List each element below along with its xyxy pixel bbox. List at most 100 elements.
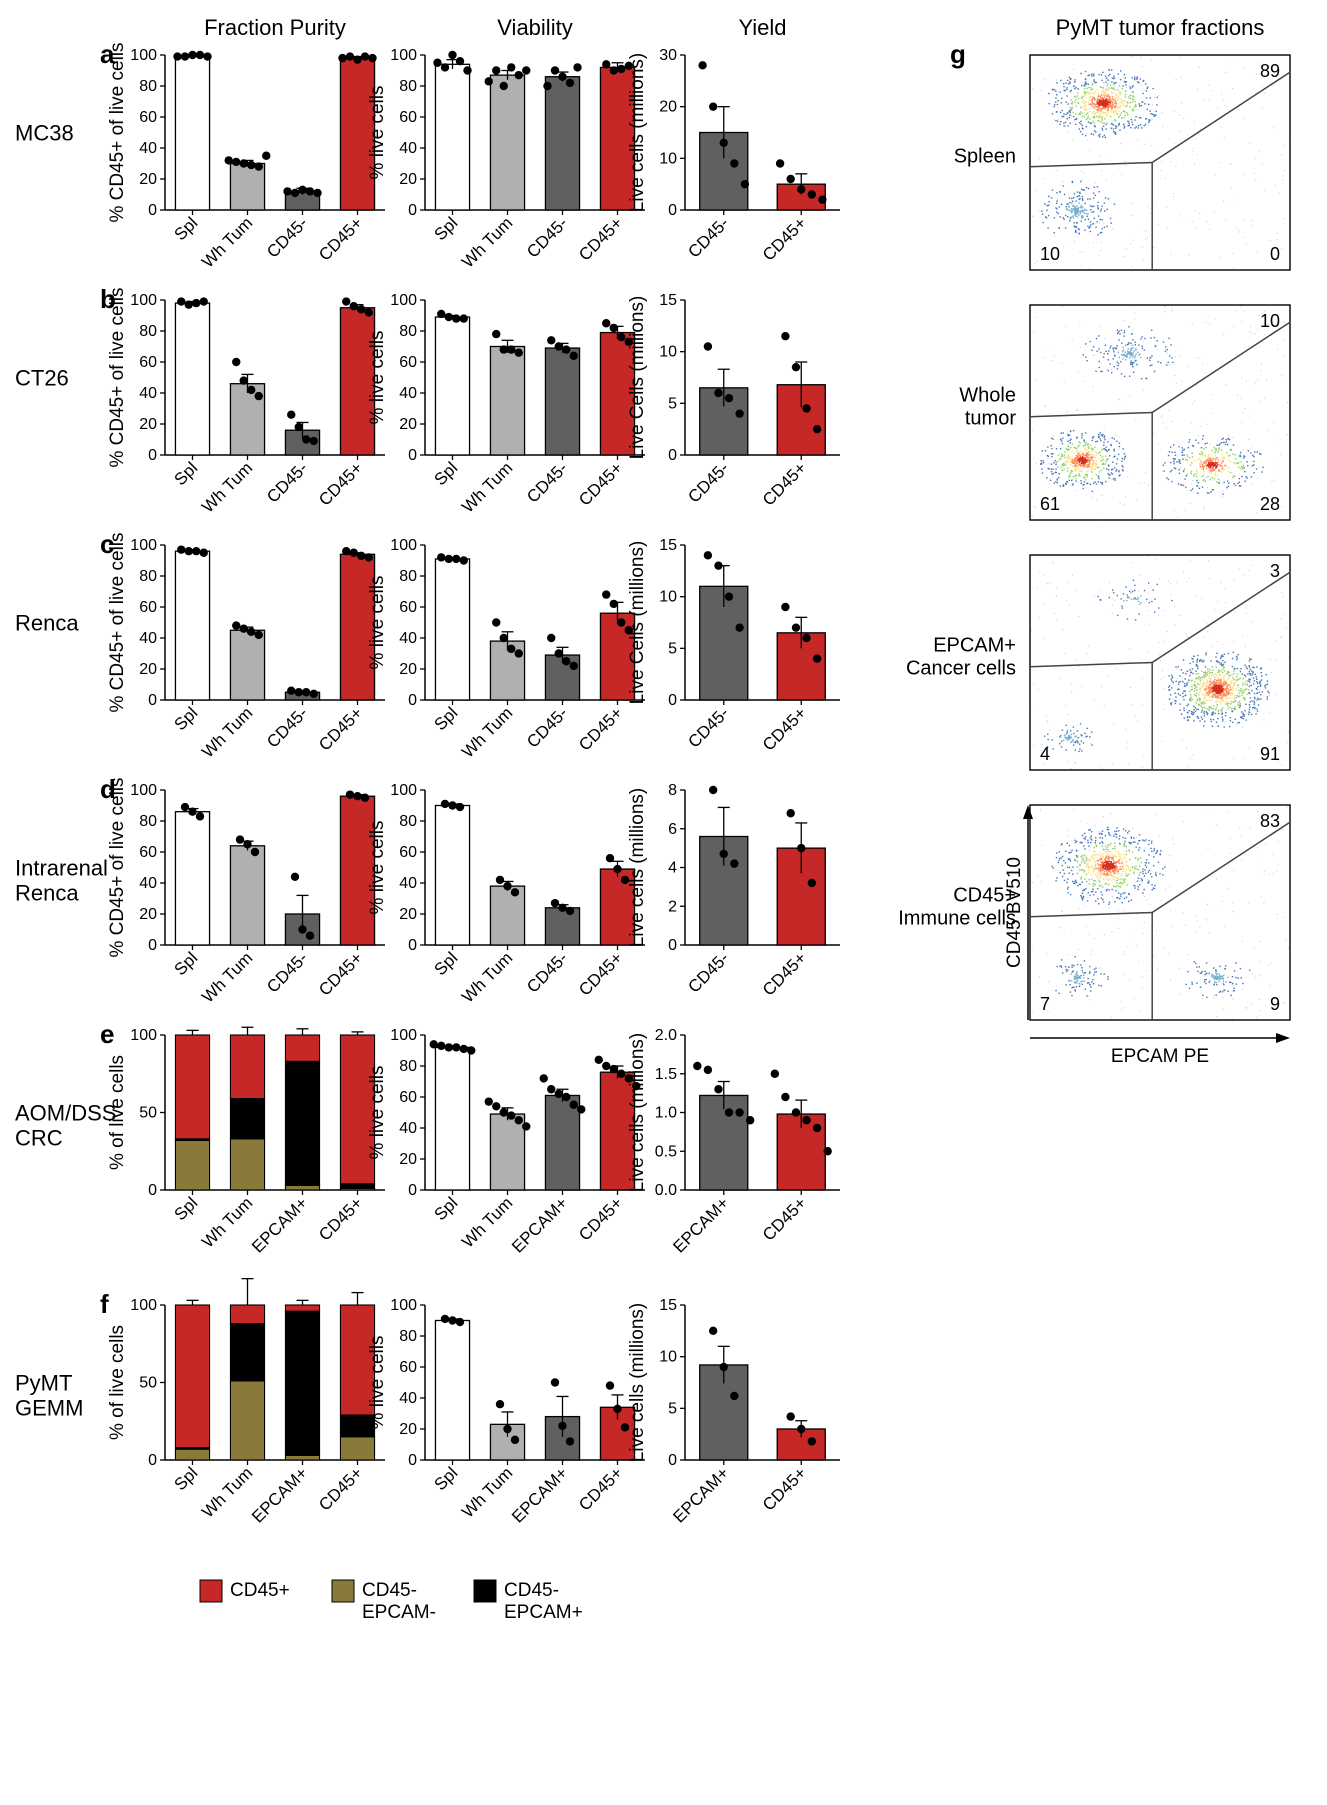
gate-num: 4 [1040,744,1050,764]
svg-text:CD45+: CD45+ [575,1463,626,1514]
legend-swatch [200,1580,222,1602]
svg-text:20: 20 [399,1151,417,1168]
svg-text:80: 80 [399,1328,417,1345]
svg-text:80: 80 [399,1058,417,1075]
svg-text:EPCAM+: EPCAM+ [508,1193,571,1256]
row-a [160,51,840,215]
svg-text:20: 20 [399,906,417,923]
svg-text:EPCAM+: EPCAM+ [248,1193,311,1256]
svg-text:40: 40 [399,1390,417,1407]
gate-num: 10 [1260,311,1280,331]
svg-text:80: 80 [139,813,157,830]
col-title-viability: Viability [497,15,572,40]
svg-text:15: 15 [659,292,677,309]
svg-text:CD45+: CD45+ [575,213,626,264]
svg-text:Spl: Spl [431,1193,462,1224]
svg-text:0: 0 [408,692,417,709]
legend-label: CD45+ [230,1580,290,1601]
svg-text:% CD45+ of live cells: % CD45+ of live cells [107,42,128,222]
svg-text:20: 20 [399,171,417,188]
gate-num: 83 [1260,811,1280,831]
svg-text:CD45+: CD45+ [759,458,810,509]
svg-text:100: 100 [390,782,417,799]
svg-text:100: 100 [130,1297,157,1314]
svg-text:100: 100 [390,1027,417,1044]
row-e [160,1027,840,1195]
svg-text:50: 50 [139,1105,157,1122]
legend-label: CD45-EPCAM+ [504,1580,583,1623]
svg-text:% live cells: % live cells [367,1336,388,1430]
flow-label: Wholetumor [959,385,1016,430]
svg-text:20: 20 [139,661,157,678]
svg-text:4: 4 [668,860,677,877]
svg-text:1.0: 1.0 [655,1105,677,1122]
gate-num: 91 [1260,744,1280,764]
panel-letter-g: g [950,39,966,69]
svg-text:CD45-: CD45- [263,458,311,506]
svg-text:% of live cells: % of live cells [107,1055,128,1170]
panel-letter-e: e [100,1019,114,1049]
svg-text:80: 80 [399,78,417,95]
svg-text:CD45+: CD45+ [315,1463,366,1514]
flow-label: CD45+Immune cells [898,885,1016,930]
svg-text:CD45+: CD45+ [315,1193,366,1244]
legend-label: CD45-EPCAM- [362,1580,436,1623]
svg-text:Live cells (millions): Live cells (millions) [627,53,648,212]
svg-text:CD45+: CD45+ [759,1193,810,1244]
svg-text:Spl: Spl [431,703,462,734]
legend-swatch [332,1580,354,1602]
svg-text:30: 30 [659,47,677,64]
svg-text:CD45+: CD45+ [759,213,810,264]
svg-text:50: 50 [139,1375,157,1392]
svg-text:Spl: Spl [171,1463,202,1494]
svg-text:EPCAM+: EPCAM+ [669,1193,732,1256]
svg-text:20: 20 [399,661,417,678]
svg-text:CD45-: CD45- [263,213,311,261]
svg-text:60: 60 [399,844,417,861]
svg-text:% of live cells: % of live cells [107,1325,128,1440]
svg-text:Spl: Spl [431,213,462,244]
svg-text:80: 80 [139,78,157,95]
svg-text:40: 40 [399,1120,417,1137]
svg-text:40: 40 [399,875,417,892]
svg-text:100: 100 [130,537,157,554]
svg-text:0: 0 [408,202,417,219]
svg-text:% live cells: % live cells [367,576,388,670]
svg-text:Spl: Spl [171,213,202,244]
gate-num: 9 [1270,994,1280,1014]
svg-text:40: 40 [139,875,157,892]
svg-text:Spl: Spl [171,948,202,979]
svg-text:Spl: Spl [171,703,202,734]
col-title-g: PyMT tumor fractions [1056,15,1265,40]
svg-text:CD45-: CD45- [523,458,571,506]
gate-num: 7 [1040,994,1050,1014]
svg-text:CD45-: CD45- [684,948,732,996]
svg-text:20: 20 [659,99,677,116]
row-label-a: MC38 [15,120,74,145]
svg-text:0: 0 [148,447,157,464]
svg-text:80: 80 [399,813,417,830]
flow-plot-0 [1030,55,1291,270]
svg-text:Wh Tum: Wh Tum [458,948,516,1006]
row-b [160,297,840,460]
svg-text:10: 10 [659,589,677,606]
svg-text:% live cells: % live cells [367,821,388,915]
svg-text:0: 0 [408,1452,417,1469]
svg-text:100: 100 [130,782,157,799]
gate-num: 61 [1040,494,1060,514]
svg-text:40: 40 [139,140,157,157]
svg-text:8: 8 [668,782,677,799]
svg-text:Live Cells (millions): Live Cells (millions) [627,541,648,705]
legend-swatch [474,1580,496,1602]
svg-text:0.5: 0.5 [655,1143,677,1160]
flow-xlabel: EPCAM PE [1111,1046,1209,1067]
svg-text:CD45+: CD45+ [759,1463,810,1514]
svg-text:10: 10 [659,150,677,167]
svg-text:60: 60 [139,599,157,616]
svg-text:10: 10 [659,344,677,361]
svg-text:60: 60 [399,1089,417,1106]
svg-text:0: 0 [148,202,157,219]
svg-text:CD45-: CD45- [523,703,571,751]
svg-text:CD45-: CD45- [263,948,311,996]
panel-letter-f: f [100,1289,109,1319]
